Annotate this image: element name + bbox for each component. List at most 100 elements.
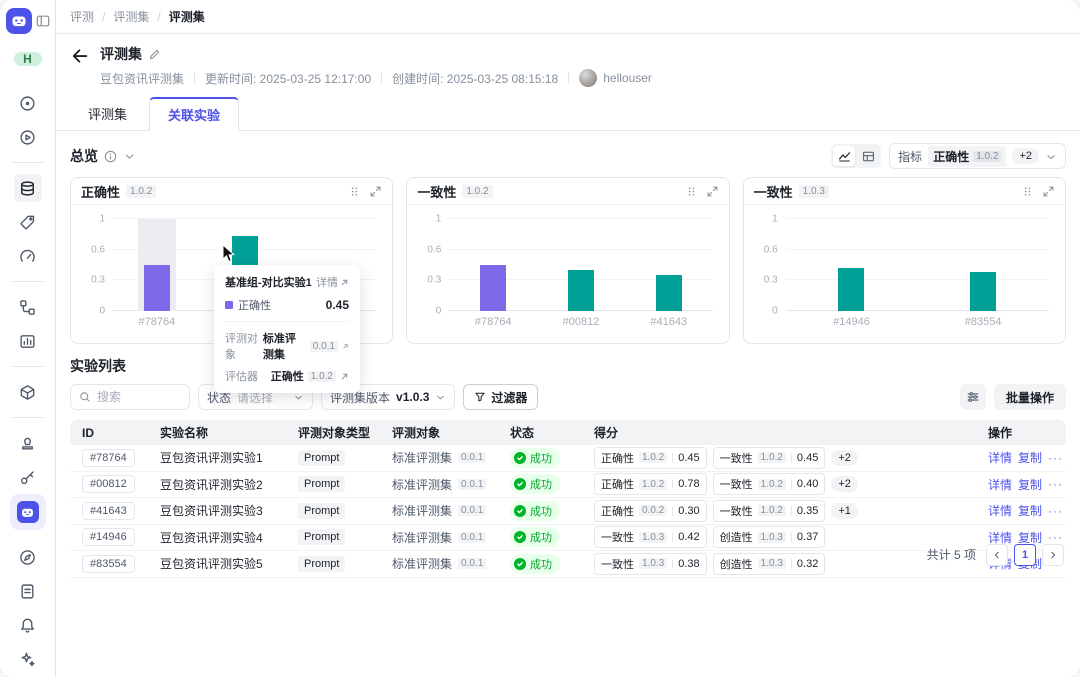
tag-icon[interactable] <box>14 208 42 236</box>
bar-#78764[interactable] <box>143 265 170 311</box>
success-check-icon <box>514 504 526 517</box>
chevron-down-icon <box>437 395 445 399</box>
explore-icon[interactable] <box>14 89 42 117</box>
x-axis-label: #78764 <box>138 316 176 328</box>
bar-#83554[interactable] <box>970 272 997 311</box>
next-page-button[interactable] <box>1042 543 1064 566</box>
database-icon[interactable] <box>13 174 42 202</box>
detail-link[interactable]: 详情 <box>988 504 1013 519</box>
expand-icon[interactable] <box>706 185 719 198</box>
more-actions-button[interactable]: ··· <box>1048 530 1064 545</box>
y-axis-tick: 0.6 <box>91 244 105 256</box>
score-pill: 一致性 1.0.3 0.38 <box>594 552 707 575</box>
bell-icon[interactable] <box>14 611 42 639</box>
target-name: 标准评测集 <box>392 504 453 519</box>
table-view-button[interactable] <box>857 146 879 166</box>
breadcrumb-item[interactable]: 评测 <box>70 10 95 24</box>
expand-icon[interactable] <box>369 185 382 198</box>
y-axis-tick: 0 <box>772 305 778 317</box>
sparkle-icon[interactable] <box>14 645 42 673</box>
sidebar-collapse-icon[interactable] <box>36 14 50 28</box>
chart-frame-icon[interactable] <box>14 327 42 355</box>
extra-scores-badge[interactable]: +2 <box>831 449 858 466</box>
page-number-button[interactable]: 1 <box>1014 543 1036 566</box>
workspace-avatar[interactable]: H <box>13 52 42 66</box>
experiment-name[interactable]: 豆包资讯评测实验2 <box>160 477 263 492</box>
stamp-icon[interactable] <box>14 429 42 457</box>
bar-#78764[interactable] <box>480 265 507 311</box>
key-icon[interactable] <box>14 463 42 491</box>
score-pill: 一致性 1.0.3 0.42 <box>594 526 707 549</box>
sidebar-divider <box>11 281 44 282</box>
workflow-icon[interactable] <box>14 293 42 321</box>
breadcrumb-item[interactable]: 评测集 <box>113 10 150 24</box>
chart-view-button[interactable] <box>833 146 856 166</box>
chevron-down-icon[interactable] <box>123 150 136 163</box>
tooltip-detail-link[interactable]: 详情 <box>316 274 349 290</box>
expand-icon[interactable] <box>1042 185 1055 198</box>
y-axis-tick: 1 <box>772 213 778 225</box>
column-settings-button[interactable] <box>959 384 986 410</box>
filter-button[interactable]: 过滤器 <box>463 384 539 410</box>
more-actions-button[interactable]: ··· <box>1048 477 1064 492</box>
bar-#41643[interactable] <box>655 275 682 311</box>
chart-version-badge: 1.0.3 <box>798 184 829 198</box>
version-badge: 1.0.2 <box>307 370 336 382</box>
target-name: 标准评测集 <box>392 477 453 492</box>
back-button[interactable] <box>70 46 90 66</box>
search-input[interactable] <box>97 390 181 404</box>
metric-select-label: 指标 <box>898 149 923 164</box>
tab-dataset[interactable]: 评测集 <box>88 107 128 122</box>
info-icon[interactable] <box>104 150 117 163</box>
experiment-name[interactable]: 豆包资讯评测实验3 <box>160 504 263 519</box>
x-axis-label: #00812 <box>562 316 600 328</box>
drag-handle-icon[interactable] <box>1021 185 1034 198</box>
x-axis-label: #41643 <box>650 316 688 328</box>
bar-#00812[interactable] <box>567 270 594 311</box>
external-link-icon[interactable] <box>340 372 349 381</box>
active-app-icon[interactable] <box>9 494 46 530</box>
column-header: 状态 <box>510 426 535 440</box>
drag-handle-icon[interactable] <box>348 185 361 198</box>
detail-link[interactable]: 详情 <box>988 451 1013 466</box>
y-axis-tick: 0.6 <box>427 244 442 256</box>
breadcrumb: 评测 / 评测集 / 评测集 <box>70 8 205 25</box>
copy-link[interactable]: 复制 <box>1018 530 1043 545</box>
cube-icon[interactable] <box>14 378 42 406</box>
table-body: #78764 豆包资讯评测实验1 Prompt 标准评测集 0.0.1 成功 正确性 1.0.… <box>70 445 1066 578</box>
extra-scores-badge[interactable]: +1 <box>831 502 858 519</box>
status-filter-select[interactable]: 状态 请选择 <box>198 384 314 410</box>
score-pill: 正确性 0.0.2 0.30 <box>594 499 707 522</box>
bar-#14946[interactable] <box>838 268 865 311</box>
dataset-subtitle: 豆包资讯评测集 <box>100 71 185 86</box>
experiment-name[interactable]: 豆包资讯评测实验4 <box>160 530 263 545</box>
play-circle-icon[interactable] <box>14 123 42 151</box>
drag-handle-icon[interactable] <box>685 185 698 198</box>
more-actions-button[interactable]: ··· <box>1048 503 1064 518</box>
document-icon[interactable] <box>14 577 42 605</box>
more-actions-button[interactable]: ··· <box>1048 450 1064 465</box>
y-axis-tick: 0 <box>435 305 442 317</box>
chevron-down-icon <box>1045 150 1057 162</box>
prev-page-button[interactable] <box>986 543 1008 566</box>
detail-link[interactable]: 详情 <box>988 530 1013 545</box>
edit-icon[interactable] <box>148 48 161 61</box>
tab-related-experiments[interactable]: 关联实验 <box>149 97 240 131</box>
copy-link[interactable]: 复制 <box>1018 451 1043 466</box>
copy-link[interactable]: 复制 <box>1018 477 1043 492</box>
metric-select[interactable]: 指标 正确性 1.0.2 +2 <box>889 143 1066 169</box>
detail-link[interactable]: 详情 <box>988 477 1013 492</box>
gauge-icon[interactable] <box>14 242 42 270</box>
version-badge: 0.0.1 <box>458 452 487 464</box>
compass-icon[interactable] <box>14 543 42 571</box>
creator-name: hellouser <box>603 71 652 85</box>
extra-scores-badge[interactable]: +2 <box>831 476 858 493</box>
copy-link[interactable]: 复制 <box>1018 504 1043 519</box>
experiment-name[interactable]: 豆包资讯评测实验5 <box>160 557 263 572</box>
coze-logo-icon[interactable] <box>5 8 32 34</box>
meta-divider <box>194 72 196 84</box>
experiment-name[interactable]: 豆包资讯评测实验1 <box>160 451 263 466</box>
batch-action-button[interactable]: 批量操作 <box>993 384 1066 410</box>
external-link-icon[interactable] <box>342 342 349 351</box>
version-filter-select[interactable]: 评测集版本 v1.0.3 <box>321 384 456 410</box>
